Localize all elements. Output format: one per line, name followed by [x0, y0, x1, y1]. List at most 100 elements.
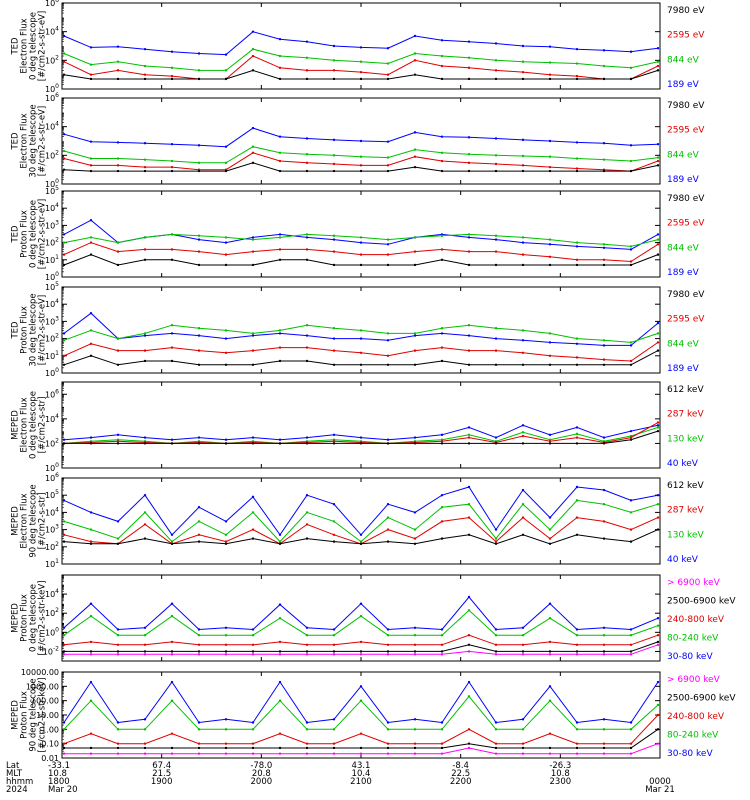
- data-point: [332, 440, 336, 443]
- data-point: [359, 533, 363, 536]
- data-point: [332, 250, 336, 253]
- data-point: [170, 74, 174, 78]
- y-tick-label: 100: [45, 626, 59, 637]
- data-point: [440, 442, 444, 445]
- data-point: [197, 742, 201, 745]
- data-point: [251, 628, 255, 631]
- data-point: [197, 653, 201, 656]
- x-tick-label: 20.8: [252, 769, 271, 779]
- data-point: [413, 626, 417, 629]
- data-point: [332, 263, 336, 267]
- legend-entry: 844 eV: [667, 55, 700, 65]
- data-point: [386, 354, 390, 357]
- data-point: [359, 60, 363, 63]
- data-point: [656, 426, 660, 429]
- data-point: [467, 650, 471, 653]
- data-point: [602, 344, 606, 347]
- data-point: [548, 732, 552, 735]
- data-point: [521, 60, 525, 63]
- data-point: [332, 520, 336, 523]
- data-point: [629, 728, 633, 731]
- data-point: [143, 523, 147, 526]
- y-tick-label: 102: [45, 607, 59, 618]
- data-point: [575, 263, 579, 267]
- data-point: [494, 643, 498, 646]
- data-point: [116, 164, 120, 167]
- data-point: [143, 643, 147, 646]
- data-point: [629, 363, 633, 366]
- data-point: [467, 680, 471, 684]
- data-point: [413, 650, 417, 653]
- data-point: [359, 640, 363, 644]
- data-point: [116, 263, 120, 267]
- x-tick-label: 67.4: [152, 761, 171, 771]
- y-tick-label: 106: [45, 92, 59, 103]
- data-point: [521, 728, 525, 731]
- data-point: [251, 528, 255, 531]
- data-point: [89, 311, 93, 315]
- data-point: [548, 363, 552, 366]
- data-point: [224, 337, 228, 340]
- data-point: [332, 442, 336, 445]
- data-point: [413, 442, 417, 445]
- data-point: [197, 746, 201, 750]
- data-point: [89, 73, 93, 76]
- data-point: [278, 359, 282, 363]
- data-point: [251, 721, 255, 724]
- data-point: [62, 442, 66, 445]
- data-point: [251, 634, 255, 637]
- data-point: [521, 329, 525, 332]
- data-point: [224, 169, 228, 173]
- data-point: [305, 537, 309, 540]
- data-point: [386, 169, 390, 173]
- data-point: [224, 351, 228, 354]
- data-point: [143, 47, 147, 51]
- data-point: [116, 157, 120, 160]
- data-point: [89, 699, 93, 702]
- data-point: [548, 752, 552, 755]
- y-tick-label: 10000.00: [21, 668, 59, 677]
- data-point: [224, 540, 228, 543]
- x-axis-row-hhmm: hhmm 1800 1900 2000 2100 2200 2300 0000: [6, 777, 671, 787]
- data-point: [440, 327, 444, 330]
- data-point: [656, 624, 660, 627]
- data-point: [521, 154, 525, 158]
- data-point: [170, 542, 174, 545]
- series-line-240-800-kev: [63, 634, 659, 646]
- data-point: [332, 718, 336, 721]
- data-point: [413, 746, 417, 750]
- data-point: [386, 643, 390, 646]
- y-tick-label: 105: [45, 281, 59, 292]
- y-tick-label: 105: [45, 185, 59, 196]
- data-point: [62, 60, 66, 63]
- data-point: [332, 77, 336, 81]
- data-point: [386, 442, 390, 445]
- data-point: [197, 643, 201, 646]
- data-point: [575, 245, 579, 248]
- data-point: [656, 703, 660, 707]
- data-point: [143, 73, 147, 76]
- data-point: [494, 69, 498, 72]
- data-point: [629, 77, 633, 81]
- data-point: [656, 516, 660, 519]
- data-point: [89, 253, 93, 256]
- data-point: [359, 442, 363, 445]
- data-point: [332, 533, 336, 536]
- data-point: [359, 46, 363, 49]
- data-point: [440, 135, 444, 138]
- data-point: [602, 243, 606, 246]
- data-point: [170, 533, 174, 536]
- y-axis-label: MEPEDElectron Flux90 deg telescope[#/cm2…: [11, 484, 48, 557]
- data-point: [62, 52, 66, 55]
- legend-entry: 30-80 keV: [667, 749, 713, 759]
- data-point: [359, 602, 363, 605]
- data-point: [170, 680, 174, 684]
- data-point: [359, 155, 363, 158]
- data-point: [170, 66, 174, 70]
- data-point: [197, 349, 201, 352]
- data-point: [170, 165, 174, 169]
- data-point: [656, 164, 660, 167]
- data-point: [548, 442, 552, 445]
- data-point: [575, 342, 579, 345]
- data-point: [224, 634, 228, 637]
